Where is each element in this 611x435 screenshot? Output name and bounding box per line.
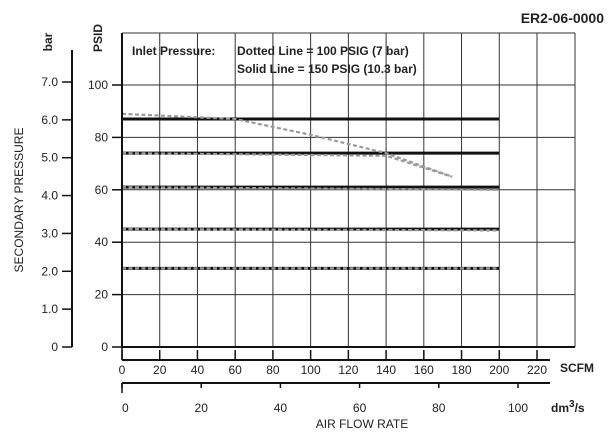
x-tick-label: 180 bbox=[452, 363, 472, 377]
tick-labels: 0 20 40 60 80 100 0 1.0 2.0 3.0 4.0 5.0 6.0 7.0 0 20 40 6… bbox=[41, 75, 547, 415]
y2-tick-label: 5.0 bbox=[41, 151, 58, 165]
y2-tick-label: 0 bbox=[51, 340, 58, 354]
x2-tick-label: 80 bbox=[432, 401, 446, 415]
series-line-dotted bbox=[121, 228, 500, 232]
series-line-dotted bbox=[121, 112, 453, 178]
x-tick-label: 20 bbox=[153, 363, 167, 377]
x2-tick-label: 0 bbox=[122, 401, 129, 415]
y-tick-label: 80 bbox=[95, 130, 109, 144]
x2-unit-base: dm bbox=[551, 401, 569, 415]
x-tick-label: 220 bbox=[527, 363, 547, 377]
y2-tick-label: 4.0 bbox=[41, 189, 58, 203]
x2-tick-label: 100 bbox=[508, 401, 528, 415]
y-tick-label: 40 bbox=[95, 235, 109, 249]
y2-tick-label: 6.0 bbox=[41, 113, 58, 127]
x-tick-label: 100 bbox=[301, 363, 321, 377]
x-axis-title: AIR FLOW RATE bbox=[316, 417, 408, 431]
chart-code: ER2-06-0000 bbox=[521, 10, 604, 26]
y2-tick-label: 1.0 bbox=[41, 302, 58, 316]
y2-unit-label: bar bbox=[41, 32, 55, 51]
y-tick-label: 20 bbox=[95, 288, 109, 302]
x-unit-label: SCFM bbox=[560, 361, 594, 375]
x2-tick-label: 20 bbox=[195, 401, 209, 415]
x-tick-label: 60 bbox=[229, 363, 243, 377]
x2-unit-exp: 3 bbox=[569, 399, 575, 410]
axes-group bbox=[62, 33, 575, 393]
x-tick-label: 40 bbox=[191, 363, 205, 377]
legend: Inlet Pressure: Dotted Line = 100 PSIG (… bbox=[132, 44, 417, 76]
y-tick-label: 60 bbox=[95, 183, 109, 197]
legend-dotted: Dotted Line = 100 PSIG (7 bar) bbox=[237, 44, 409, 58]
x2-unit-label: dm3/s bbox=[551, 399, 585, 415]
y-unit-label: PSID bbox=[91, 24, 105, 52]
x-tick-label: 120 bbox=[338, 363, 358, 377]
x-tick-label: 0 bbox=[119, 363, 126, 377]
y2-tick-label: 2.0 bbox=[41, 264, 58, 278]
y2-tick-label: 3.0 bbox=[41, 226, 58, 240]
x-tick-label: 160 bbox=[414, 363, 434, 377]
x2-unit-suffix: /s bbox=[575, 401, 585, 415]
x2-tick-label: 40 bbox=[274, 401, 288, 415]
series-line-dotted bbox=[121, 152, 453, 178]
x-tick-label: 200 bbox=[489, 363, 509, 377]
x-tick-label: 80 bbox=[266, 363, 280, 377]
y-axis-title: SECONDARY PRESSURE bbox=[12, 128, 26, 273]
x-tick-label: 140 bbox=[376, 363, 396, 377]
series-line-dotted bbox=[121, 186, 500, 191]
series-group bbox=[121, 112, 500, 270]
x2-tick-label: 60 bbox=[353, 401, 367, 415]
y-tick-label: 100 bbox=[88, 78, 108, 92]
y-tick-label: 0 bbox=[101, 340, 108, 354]
grid-lines bbox=[122, 32, 576, 347]
legend-title: Inlet Pressure: bbox=[132, 44, 215, 58]
legend-solid: Solid Line = 150 PSIG (10.3 bar) bbox=[237, 62, 417, 76]
y2-tick-label: 7.0 bbox=[41, 75, 58, 89]
